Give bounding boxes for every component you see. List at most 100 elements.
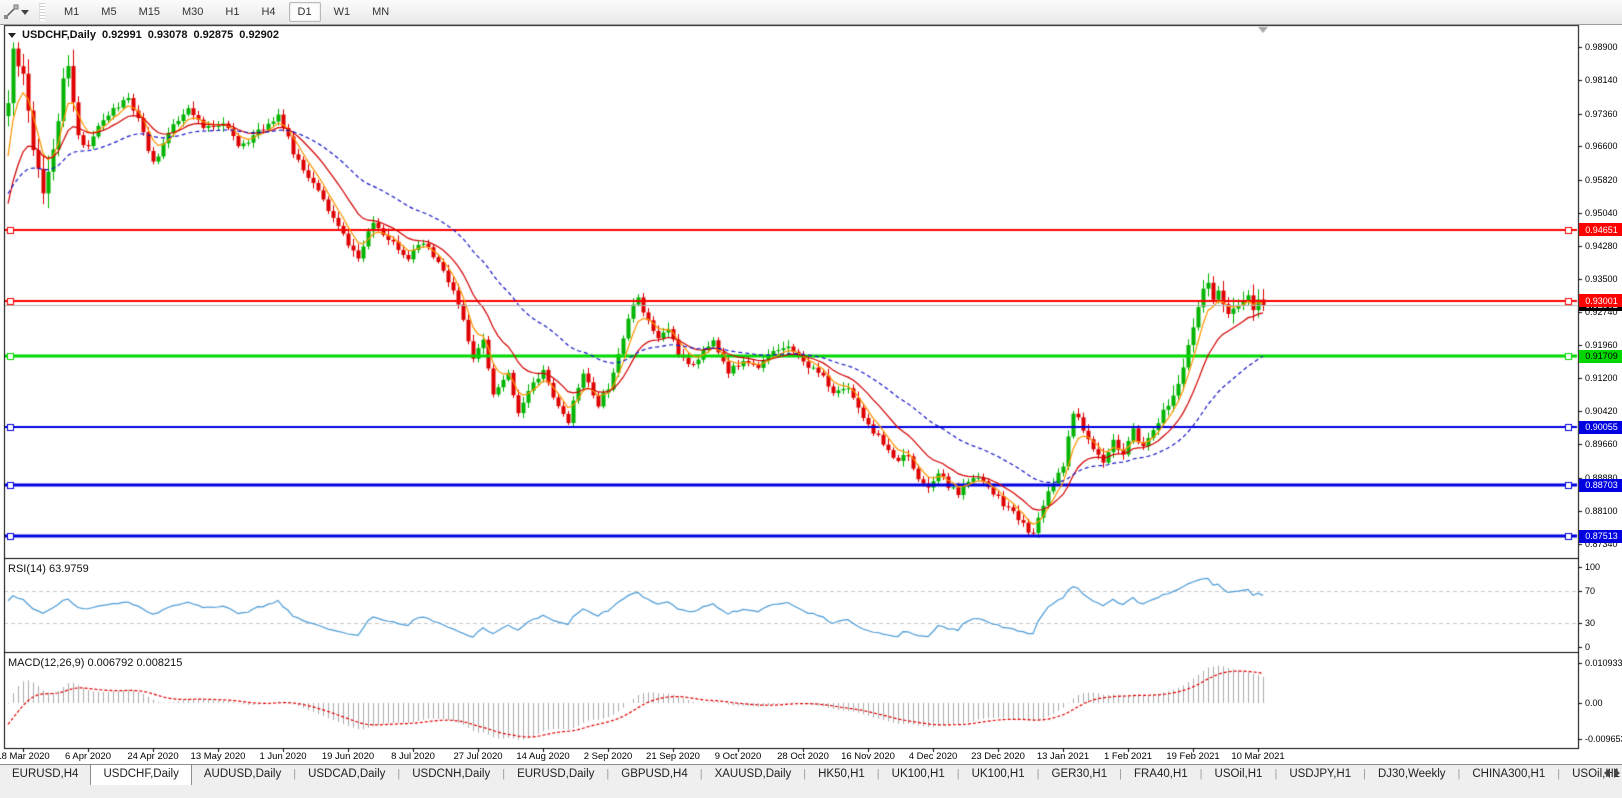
tab-separator: |: [502, 768, 506, 780]
chart-tab-hk50-h1[interactable]: HK50,H1: [818, 768, 865, 780]
date-axis-label: 27 Jul 2020: [453, 751, 503, 762]
timeframe-button-h1[interactable]: H1: [225, 6, 240, 18]
price-axis-tick: 0.92740: [1585, 306, 1618, 317]
timeframe-button-d1[interactable]: D1: [288, 2, 321, 22]
price-axis-tick: 0.87340: [1585, 538, 1618, 549]
hline-price-badge: 0.91709: [1579, 349, 1622, 363]
chart-tab-uk100-h1[interactable]: UK100,H1: [971, 768, 1025, 780]
chart-tab-china300-h1[interactable]: CHINA300,H1: [1472, 768, 1546, 780]
chart-tab-eurusd-h4[interactable]: EURUSD,H4: [12, 768, 79, 780]
chart-tab-usdchf-daily[interactable]: USDCHF,Daily: [90, 765, 192, 786]
chart-tab-gbpusd-h4[interactable]: GBPUSD,H4: [621, 768, 688, 780]
tab-separator: |: [1557, 768, 1561, 780]
rsi-axis-tick: 100: [1585, 562, 1601, 572]
date-axis-label: 9 Oct 2020: [714, 751, 762, 762]
price-axis-tick: 0.88880: [1585, 472, 1618, 483]
timeframe-button-m5[interactable]: M5: [101, 6, 117, 18]
tab-separator: |: [397, 768, 401, 780]
date-axis-label: 6 Apr 2020: [65, 751, 111, 762]
tab-separator: |: [876, 768, 880, 780]
chart-tab-eurusd-daily[interactable]: EURUSD,Daily: [517, 768, 595, 780]
timeframe-button-mn[interactable]: MN: [372, 6, 390, 18]
price-axis-tick: 0.93500: [1585, 274, 1618, 285]
timeframe-button-m30[interactable]: M30: [181, 6, 204, 18]
chart-tab-xauusd-daily[interactable]: XAUUSD,Daily: [714, 768, 792, 780]
chart-tab-usdjpy-h1[interactable]: USDJPY,H1: [1289, 768, 1352, 780]
tab-separator: |: [1119, 768, 1122, 780]
macd-axis-tick: 0.010933: [1585, 657, 1622, 668]
ohlc-open: 0.92991: [101, 29, 142, 41]
ohlc-low: 0.92875: [193, 29, 234, 41]
price-axis-tick: 0.95040: [1585, 208, 1618, 219]
rsi-axis-tick: 0: [1585, 642, 1591, 652]
rsi-axis-tick: 30: [1585, 618, 1596, 628]
chevron-down-icon[interactable]: [21, 9, 29, 15]
hline-price-badge: 0.90055: [1579, 420, 1622, 434]
timeframe-toolbar: M1 M5 M15 M30 H1 H4 D1 W1 MN: [0, 0, 1622, 25]
date-axis-label: 10 Mar 2021: [1231, 751, 1285, 762]
rsi-label: RSI(14) 63.9759: [8, 563, 89, 575]
date-axis-label: 16 Nov 2020: [841, 751, 895, 762]
tab-scroll-right-icon[interactable]: [1614, 768, 1620, 778]
date-axis-label: 13 May 2020: [190, 751, 246, 762]
price-axis-tick: 0.98140: [1585, 75, 1618, 86]
crosshair-tool-icon: [4, 4, 19, 19]
date-axis-label: 19 Feb 2021: [1166, 751, 1220, 762]
tab-separator: |: [803, 768, 807, 780]
date-axis-label: 1 Jun 2020: [259, 751, 307, 762]
date-axis-label: 21 Sep 2020: [646, 751, 700, 762]
status-bar: [0, 785, 1622, 798]
tab-separator: |: [956, 768, 960, 780]
hline-price-badge: 0.93001: [1579, 294, 1622, 308]
ohlc-high: 0.93078: [147, 29, 188, 41]
chart-tab-usoil-h1[interactable]: USOil,H1: [1214, 768, 1263, 780]
tab-scroll-left-icon[interactable]: [1604, 768, 1610, 778]
price-chart-canvas[interactable]: [0, 0, 1622, 764]
timeframe-button-group: M1 M5 M15 M30 H1 H4 D1 W1 MN: [53, 2, 400, 22]
tab-separator: |: [1363, 768, 1366, 780]
toolbar-grip-handle[interactable]: [39, 3, 45, 21]
price-axis-tick: 0.90420: [1585, 406, 1618, 417]
date-axis-label: 4 Dec 2020: [908, 751, 958, 762]
timeframe-button-h4[interactable]: H4: [261, 6, 276, 18]
price-axis-tick: 0.89660: [1585, 439, 1618, 450]
chart-tab-bar: EURUSD,H4 USDCHF,Daily AUDUSD,Daily | USDCAD…: [0, 764, 1622, 786]
price-axis-tick: 0.94280: [1585, 240, 1618, 251]
date-axis-label: 18 Mar 2020: [0, 751, 50, 762]
tab-scroll-arrows: [1604, 768, 1620, 778]
tab-separator: |: [293, 768, 297, 780]
macd-axis-tick: 0.00: [1585, 698, 1603, 708]
date-axis-label: 14 Aug 2020: [516, 751, 570, 762]
chart-tab-ger30-h1[interactable]: GER30,H1: [1051, 768, 1108, 780]
chart-title: USDCHF,Daily 0.92991 0.93078 0.92875 0.9…: [8, 29, 279, 41]
tab-separator: |: [1036, 768, 1040, 780]
chart-tab-fra40-h1[interactable]: FRA40,H1: [1133, 768, 1188, 780]
date-axis-label: 24 Apr 2020: [127, 751, 179, 762]
cursor-tool-button[interactable]: [3, 2, 29, 22]
chart-tab-usdcad-daily[interactable]: USDCAD,Daily: [308, 768, 386, 780]
tab-separator: |: [1199, 768, 1203, 780]
title-collapse-icon[interactable]: [8, 33, 16, 38]
macd-label: MACD(12,26,9) 0.006792 0.008215: [8, 657, 183, 669]
hline-price-badge: 0.87513: [1579, 529, 1622, 543]
tab-separator: |: [1457, 768, 1461, 780]
timeframe-button-m15[interactable]: M15: [138, 6, 160, 18]
price-axis-tick: 0.91960: [1585, 340, 1618, 351]
timeframe-button-w1[interactable]: W1: [333, 6, 351, 18]
tab-separator: |: [1274, 768, 1278, 780]
chart-tab-usdcnh-daily[interactable]: USDCNH,Daily: [412, 768, 491, 780]
price-axis-tick: 0.96600: [1585, 141, 1618, 152]
hline-price-badge: 0.88703: [1579, 478, 1622, 492]
price-axis-tick: 0.91200: [1585, 372, 1618, 383]
date-axis-label: 13 Jan 2021: [1036, 751, 1090, 762]
date-axis-label: 28 Oct 2020: [777, 751, 829, 762]
chart-tab-dj30-weekly[interactable]: DJ30,Weekly: [1377, 768, 1446, 780]
timeframe-button-m1[interactable]: M1: [64, 6, 80, 18]
chart-tab-uk100-h1[interactable]: UK100,H1: [891, 768, 945, 780]
date-axis-label: 8 Jul 2020: [391, 751, 435, 762]
date-axis-label: 1 Feb 2021: [1103, 751, 1153, 762]
price-axis-tick: 0.88100: [1585, 505, 1618, 516]
chart-tab-audusd-daily[interactable]: AUDUSD,Daily: [203, 768, 282, 780]
macd-axis-tick: -0.009653: [1585, 733, 1622, 744]
